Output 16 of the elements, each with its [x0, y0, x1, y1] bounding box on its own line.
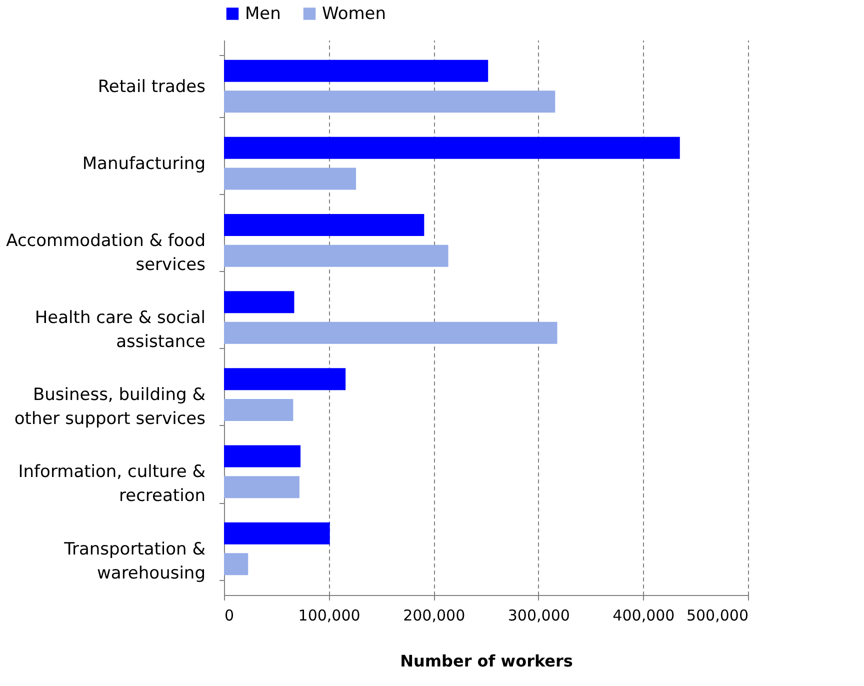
x-axis-title: Number of workers	[400, 652, 573, 670]
y-tick-label: Transportation & warehousing	[63, 539, 206, 584]
legend-label: Men	[245, 4, 281, 24]
x-tick-label: 200,000	[403, 606, 466, 624]
y-tick-label: Retail trades	[98, 76, 206, 97]
y-tick-label: Accommodation & food services	[6, 230, 206, 275]
x-tick-label: 500,000	[686, 606, 748, 624]
legend-label: Women	[322, 4, 386, 24]
y-tick-label: Health care & social assistance	[34, 308, 206, 352]
x-tick-label: 100,000	[298, 606, 360, 624]
y-tick-label: Business, building & other support services	[14, 385, 206, 430]
x-tick-label: 400,000	[612, 606, 675, 624]
x-tick-label: 300,000	[508, 606, 570, 624]
y-tick-label: Information, culture & recreation	[18, 462, 206, 506]
y-tick-label: Manufacturing	[82, 154, 206, 174]
x-tick-label: 0	[224, 606, 234, 624]
